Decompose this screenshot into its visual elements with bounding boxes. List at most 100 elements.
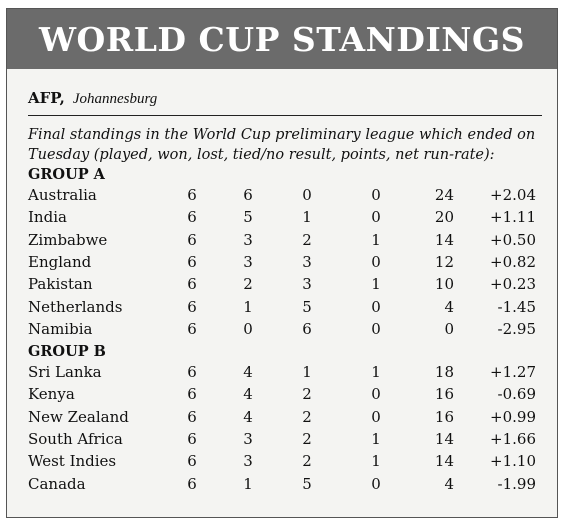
tied-no-result: 1 xyxy=(371,275,381,294)
team-name: Kenya xyxy=(28,385,75,404)
team-name: West Indies xyxy=(28,452,117,471)
net-run-rate: +0.23 xyxy=(490,275,536,294)
lost: 2 xyxy=(302,452,312,471)
tied-no-result: 0 xyxy=(371,297,381,316)
points: 16 xyxy=(434,407,454,426)
points: 12 xyxy=(434,252,454,271)
played: 6 xyxy=(187,252,197,271)
lost: 2 xyxy=(302,385,312,404)
won: 2 xyxy=(243,275,253,294)
tied-no-result: 0 xyxy=(371,407,381,426)
played: 6 xyxy=(187,275,197,294)
table-row: Zimbabwe 6 3 2 1 14 +0.50 xyxy=(28,231,548,253)
team-name: Netherlands xyxy=(28,297,123,316)
net-run-rate: +2.04 xyxy=(490,186,536,204)
played: 6 xyxy=(187,474,197,493)
points: 4 xyxy=(444,474,454,493)
table-row: Sri Lanka 6 4 1 1 18 +1.27 xyxy=(28,363,548,385)
team-name: Sri Lanka xyxy=(28,363,102,382)
points: 24 xyxy=(434,186,454,204)
lost: 2 xyxy=(302,230,312,249)
table-row: India 6 5 1 0 20 +1.11 xyxy=(28,208,548,230)
tied-no-result: 0 xyxy=(371,186,381,204)
tied-no-result: 1 xyxy=(371,230,381,249)
lost: 5 xyxy=(302,297,312,316)
net-run-rate: +1.10 xyxy=(490,452,536,471)
table-row: New Zealand 6 4 2 0 16 +0.99 xyxy=(28,408,548,430)
points: 14 xyxy=(434,230,454,249)
divider xyxy=(28,115,542,116)
table-row: Canada 6 1 5 0 4 -1.99 xyxy=(28,475,548,497)
points: 14 xyxy=(434,452,454,471)
team-name: South Africa xyxy=(28,430,123,448)
played: 6 xyxy=(187,208,197,227)
group-title: GROUP A xyxy=(28,166,105,183)
byline-agency: AFP, xyxy=(28,89,65,107)
net-run-rate: +0.99 xyxy=(490,407,536,426)
played: 6 xyxy=(187,407,197,426)
won: 6 xyxy=(243,186,253,204)
net-run-rate: -1.45 xyxy=(497,297,536,316)
team-name: India xyxy=(28,208,67,227)
tied-no-result: 1 xyxy=(371,430,381,448)
tied-no-result: 0 xyxy=(371,474,381,493)
won: 3 xyxy=(243,430,253,448)
points: 20 xyxy=(434,208,454,227)
net-run-rate: +0.82 xyxy=(490,252,536,271)
points: 16 xyxy=(434,385,454,404)
table-row: South Africa 6 3 2 1 14 +1.66 xyxy=(28,430,548,452)
lost: 6 xyxy=(302,319,312,338)
byline-place: Johannesburg xyxy=(72,91,158,107)
tied-no-result: 1 xyxy=(371,363,381,382)
won: 4 xyxy=(243,407,253,426)
tied-no-result: 1 xyxy=(371,452,381,471)
net-run-rate: -1.99 xyxy=(497,474,536,493)
team-name: Canada xyxy=(28,474,86,493)
lost: 3 xyxy=(302,275,312,294)
table-row: England 6 3 3 0 12 +0.82 xyxy=(28,253,548,275)
standings-box: WORLD CUP STANDINGS AFP, Johannesburg Fi… xyxy=(6,8,558,518)
won: 5 xyxy=(243,208,253,227)
points: 14 xyxy=(434,430,454,448)
won: 4 xyxy=(243,385,253,404)
lost: 2 xyxy=(302,430,312,448)
team-name: Pakistan xyxy=(28,275,93,294)
team-name: New Zealand xyxy=(28,407,129,426)
lost: 5 xyxy=(302,474,312,493)
played: 6 xyxy=(187,363,197,382)
net-run-rate: +1.66 xyxy=(490,430,536,448)
won: 0 xyxy=(243,319,253,338)
table-row: Netherlands 6 1 5 0 4 -1.45 xyxy=(28,298,548,320)
tied-no-result: 0 xyxy=(371,208,381,227)
won: 4 xyxy=(243,363,253,382)
team-name: Australia xyxy=(28,186,97,204)
points: 0 xyxy=(444,319,454,338)
played: 6 xyxy=(187,230,197,249)
lost: 2 xyxy=(302,407,312,426)
team-name: Namibia xyxy=(28,319,93,338)
won: 1 xyxy=(243,297,253,316)
table-row: West Indies 6 3 2 1 14 +1.10 xyxy=(28,452,548,474)
won: 3 xyxy=(243,252,253,271)
played: 6 xyxy=(187,452,197,471)
table-row: Pakistan 6 2 3 1 10 +0.23 xyxy=(28,275,548,297)
group-title: GROUP B xyxy=(28,343,106,361)
won: 3 xyxy=(243,230,253,249)
lost: 3 xyxy=(302,252,312,271)
won: 3 xyxy=(243,452,253,471)
tied-no-result: 0 xyxy=(371,385,381,404)
team-name: Zimbabwe xyxy=(28,230,108,249)
lost: 1 xyxy=(302,363,312,382)
points: 18 xyxy=(434,363,454,382)
net-run-rate: -0.69 xyxy=(497,385,536,404)
played: 6 xyxy=(187,385,197,404)
points: 10 xyxy=(434,275,454,294)
intro-text: Final standings in the World Cup prelimi… xyxy=(28,127,536,163)
page-title: WORLD CUP STANDINGS xyxy=(7,9,557,69)
points: 4 xyxy=(444,297,454,316)
byline: AFP, Johannesburg xyxy=(28,89,542,108)
won: 1 xyxy=(243,474,253,493)
net-run-rate: +1.27 xyxy=(490,363,536,382)
net-run-rate: -2.95 xyxy=(497,319,536,338)
net-run-rate: +0.50 xyxy=(490,230,536,249)
